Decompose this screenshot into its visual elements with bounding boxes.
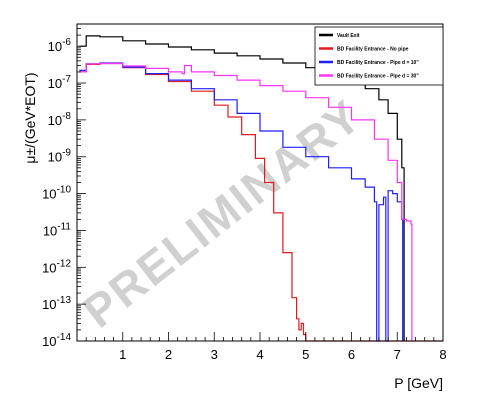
legend-entry: BD Facility Entrance - No pipe (337, 47, 409, 53)
series-line-0 (79, 35, 405, 341)
x-tick-label: 8 (439, 347, 446, 362)
x-tick-label: 4 (256, 347, 263, 362)
x-tick-label: 3 (211, 347, 218, 362)
legend-entry: BD Facility Entrance - Pipe d = 10" (337, 60, 419, 66)
x-tick-label: 2 (165, 347, 172, 362)
x-tick-label: 5 (302, 347, 309, 362)
y-tick-label: 10-6 (48, 37, 72, 54)
legend-box (314, 26, 444, 86)
legend: Vault Exit BD Facility Entrance - No pipe… (314, 26, 444, 86)
x-tick-label: 1 (119, 347, 126, 362)
y-tick-label: 10-11 (43, 221, 72, 238)
y-tick-label: 10-10 (42, 185, 71, 202)
y-axis-title: μ±/(GeV*EOT) (22, 72, 38, 163)
y-tick-label: 10-13 (42, 295, 71, 312)
x-tick-label: 6 (348, 347, 355, 362)
preliminary-watermark: PRELIMINARY (73, 89, 371, 338)
legend-entry: BD Facility Entrance - Pipe d = 30" (337, 74, 419, 80)
x-tick-label: 7 (394, 347, 401, 362)
series-line-2 (79, 62, 404, 342)
y-tick-label: 10-12 (42, 258, 71, 275)
legend-entry: Vault Exit (337, 33, 360, 39)
x-axis: 1 2 3 4 5 6 7 8 (85, 332, 447, 362)
series-line-3 (79, 62, 413, 341)
y-tick-label: 10-14 (42, 332, 71, 349)
y-tick-label: 10-9 (48, 148, 72, 165)
y-tick-label: 10-7 (48, 74, 72, 91)
y-axis: 10-14 10-13 10-12 10-11 10-10 10-9 10-8 10-7 10-… (42, 23, 86, 349)
y-tick-label: 10-8 (48, 111, 72, 128)
series-layer (79, 35, 443, 342)
x-axis-title: P [GeV] (394, 375, 443, 391)
